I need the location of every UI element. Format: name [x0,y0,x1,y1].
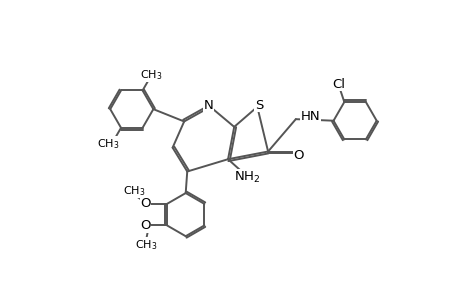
Text: O: O [140,219,151,232]
Text: HN: HN [300,110,319,123]
Text: CH$_3$: CH$_3$ [123,184,146,198]
Text: S: S [254,99,263,112]
Text: O: O [140,197,151,210]
Text: O: O [293,149,303,162]
Text: CH$_3$: CH$_3$ [134,238,157,252]
Text: CH$_3$: CH$_3$ [140,68,162,82]
Text: NH$_2$: NH$_2$ [234,170,260,185]
Text: CH$_3$: CH$_3$ [96,137,119,151]
Text: N: N [203,99,213,112]
Text: Cl: Cl [332,78,345,91]
